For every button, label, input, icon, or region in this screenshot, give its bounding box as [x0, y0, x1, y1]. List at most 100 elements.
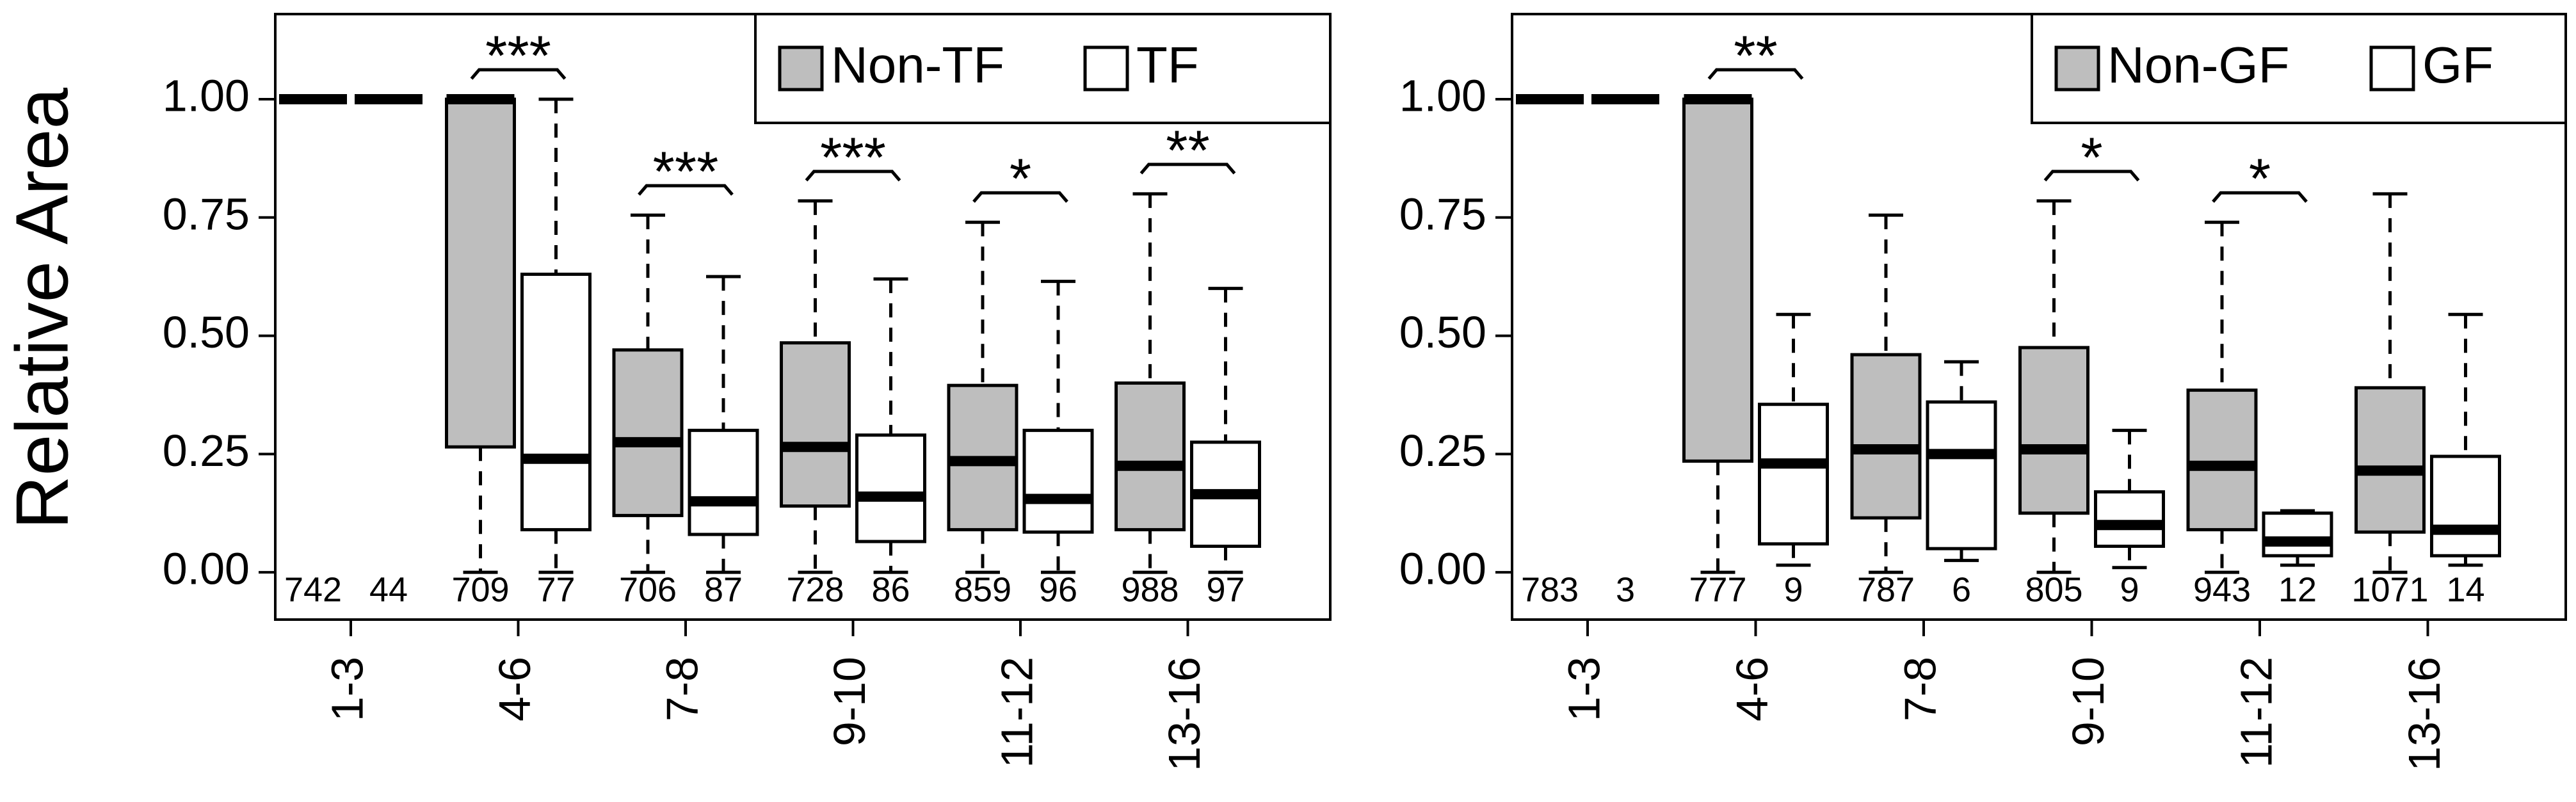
sample-count: 742: [284, 570, 342, 609]
sample-count: 787: [1857, 570, 1915, 609]
box-body: [2355, 386, 2426, 534]
x-tick-label: 1-3: [1559, 657, 1609, 721]
box-tf-7-8: [688, 275, 759, 574]
box-non-tf-13-16: [1115, 192, 1186, 574]
box-gf-9-10: [2094, 428, 2165, 570]
significance-bracket: [1139, 163, 1236, 175]
box-body: [855, 433, 926, 543]
legend-swatch: [778, 45, 824, 92]
legend-swatch: [2369, 45, 2415, 92]
box-body: [1758, 403, 1829, 546]
box-tf-11-12: [1022, 280, 1094, 574]
sample-count: 709: [451, 570, 509, 609]
box-body: [1926, 400, 1997, 550]
y-axis-title: Relative Area: [1, 88, 84, 529]
x-tick-label: 4-6: [490, 657, 540, 721]
box-gf-7-8: [1926, 360, 1997, 563]
sample-count: 943: [2193, 570, 2251, 609]
box-non-gf-4-6: [1682, 94, 1753, 574]
sample-count: 12: [2278, 570, 2317, 609]
sample-count: 1071: [2351, 570, 2428, 609]
box-body: [612, 348, 684, 517]
sample-count: 44: [369, 570, 408, 609]
panel-1: 0.00 0.25 0.50 0.75 1.00 1-3 4-6 7-8 9-10 11-12 13…: [163, 13, 1332, 771]
box-non-gf-11-12: [2186, 220, 2258, 574]
x-tick-label: 7-8: [657, 657, 707, 721]
sample-count: 988: [1121, 570, 1179, 609]
panel-2: 0.00 0.25 0.50 0.75 1.00 1-3 4-6 7-8 9-10 11-12 13…: [1399, 13, 2567, 771]
sample-count: 87: [704, 570, 743, 609]
box-body: [780, 341, 851, 508]
x-tick-label: 13-16: [2399, 657, 2449, 771]
box-tf-4-6: [520, 97, 592, 574]
sample-count: 3: [1616, 570, 1635, 609]
box-non-gf-13-16: [2355, 192, 2426, 574]
y-tick-label: 0.50: [163, 307, 250, 357]
y-tick-label: 0.25: [163, 426, 250, 476]
sample-count: 783: [1521, 570, 1579, 609]
box-non-tf-11-12: [947, 220, 1018, 574]
significance-bracket: [2212, 191, 2308, 203]
significance-stars: *: [1010, 147, 1031, 210]
significance-bracket: [1707, 68, 1804, 80]
box-tf-9-10: [855, 277, 926, 574]
sample-count: 9: [2120, 570, 2139, 609]
box-body: [688, 428, 759, 536]
box-body: [2094, 490, 2165, 548]
sample-count: 706: [619, 570, 677, 609]
y-tick-label: 0.75: [1399, 189, 1486, 239]
sample-count: 97: [1206, 570, 1244, 609]
box-body: [2186, 389, 2258, 532]
x-tick-label: 13-16: [1159, 657, 1209, 771]
sample-count: 805: [2025, 570, 2082, 609]
x-tick-label: 7-8: [1895, 657, 1945, 721]
y-tick-label: 1.00: [163, 71, 250, 121]
x-tick-label: 11-12: [2231, 657, 2281, 768]
legend-box: [754, 13, 1332, 124]
box-body: [445, 97, 516, 449]
y-tick-label: 0.00: [1399, 544, 1486, 594]
box-body: [1022, 428, 1094, 534]
box-tf-13-16: [1190, 287, 1261, 574]
box-body: [520, 272, 592, 532]
box-non-tf-4-6: [445, 94, 516, 574]
legend: Non-TF TF: [754, 13, 1332, 124]
box-body: [1115, 381, 1186, 532]
sample-count: 859: [954, 570, 1011, 609]
y-tick-label: 0.00: [163, 544, 250, 594]
sample-count: 86: [871, 570, 910, 609]
y-tick-label: 0.50: [1399, 307, 1486, 357]
sample-count: 728: [786, 570, 844, 609]
x-tick-label: 4-6: [1727, 657, 1777, 721]
significance-bracket: [972, 191, 1068, 203]
y-tick-label: 1.00: [1399, 71, 1486, 121]
y-tick-label: 0.25: [1399, 426, 1486, 476]
sample-count: 9: [1783, 570, 1803, 609]
significance-bracket: [2043, 170, 2140, 182]
legend: Non-GF GF: [2031, 13, 2567, 124]
sample-count: 777: [1689, 570, 1746, 609]
significance-stars: ***: [653, 140, 719, 203]
box-body: [2262, 511, 2333, 557]
box-body: [1682, 97, 1753, 463]
legend-swatch: [1083, 45, 1129, 92]
box-gf-13-16: [2430, 312, 2501, 567]
sample-count: 77: [536, 570, 575, 609]
x-tick-label: 9-10: [2063, 657, 2113, 746]
sample-count: 6: [1952, 570, 1971, 609]
legend-label: Non-GF: [2107, 36, 2290, 93]
significance-bracket: [470, 68, 567, 80]
significance-stars: ***: [820, 125, 886, 189]
x-tick-label: 9-10: [825, 657, 874, 746]
box-gf-4-6: [1758, 312, 1829, 567]
sample-count: 14: [2446, 570, 2484, 609]
box-body: [2430, 454, 2501, 557]
significance-stars: *: [2081, 125, 2102, 189]
box-gf-11-12: [2262, 509, 2333, 567]
x-tick-label: 1-3: [322, 657, 372, 721]
significance-stars: **: [1166, 118, 1210, 182]
sample-count: 96: [1039, 570, 1077, 609]
box-non-gf-7-8: [1850, 213, 1922, 574]
box-non-tf-7-8: [612, 213, 684, 574]
